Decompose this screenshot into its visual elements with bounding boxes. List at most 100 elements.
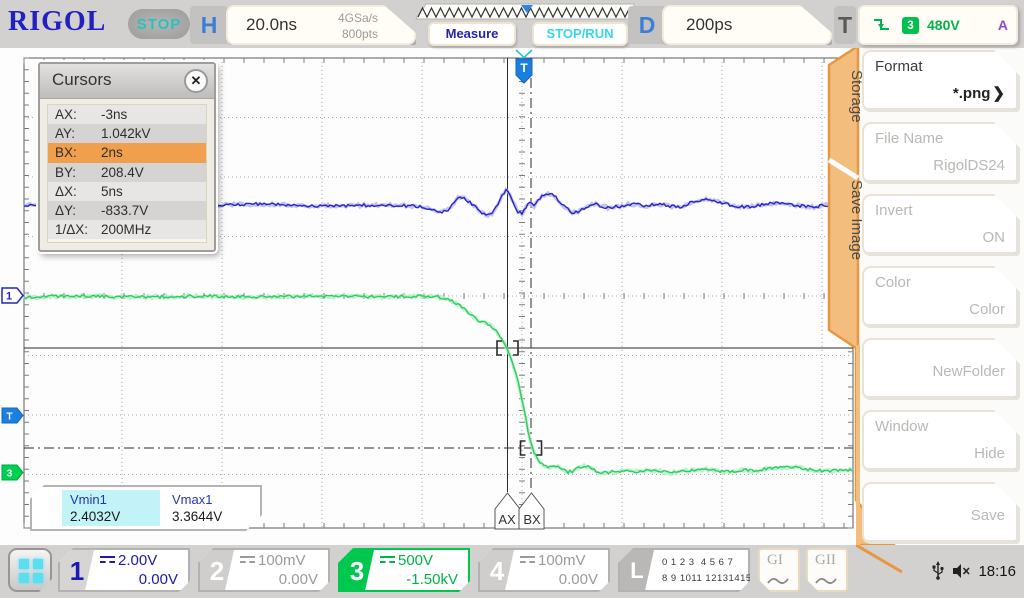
dc-coupling-icon — [380, 556, 395, 563]
horizontal-system-label: H — [190, 6, 228, 44]
channel3-position-marker[interactable] — [1, 464, 24, 481]
channel3-number: 3 — [340, 550, 374, 590]
close-icon[interactable]: ✕ — [184, 69, 208, 93]
menu-item-format[interactable]: Format *.png ❯ — [862, 50, 1020, 112]
acquisition-info: 4GSa/s 800pts — [337, 11, 378, 41]
cursor-b-flag[interactable] — [518, 492, 545, 530]
stop-run-button[interactable]: STOP/RUN — [532, 22, 628, 46]
channel-status-bar: 1 2.00V 0.00V 2 100mV 0.00V 3 500V -1.50… — [0, 545, 1024, 598]
delay-value: 200ps — [686, 15, 733, 34]
trigger-level-marker[interactable] — [1, 407, 24, 424]
dc-coupling-icon — [520, 556, 535, 563]
cursor-row-inv-dx: 1/ΔX: 200MHz — [48, 220, 206, 240]
trigger-falling-edge-icon — [874, 19, 889, 30]
cursors-panel-titlebar[interactable]: Cursors ✕ — [40, 64, 214, 99]
cursor-row-ax: AX: -3ns — [48, 105, 206, 125]
sine-wave-icon — [767, 576, 789, 586]
menu-tab-strip — [827, 48, 896, 545]
timebase-box[interactable]: 20.0ns 4GSa/s 800pts — [226, 5, 416, 45]
channel2-number: 2 — [200, 550, 234, 590]
dc-coupling-icon — [240, 556, 255, 563]
channel4-number: 4 — [480, 550, 514, 590]
menu-square-icon — [19, 559, 29, 569]
trigger-level-value: 480V — [927, 17, 960, 33]
timebase-value: 20.0ns — [246, 15, 298, 34]
channel1-offset: 0.00V — [138, 571, 178, 588]
generator1-button[interactable]: GI — [758, 548, 800, 592]
trigger-level-marker-label: T — [6, 412, 12, 423]
waveform-trace — [23, 293, 853, 475]
channel1-marker-label: 1 — [6, 291, 12, 303]
menu-sidebar: Storage Save Image Format *.png ❯ File Na… — [822, 48, 1024, 545]
delay-system-label: D — [628, 6, 666, 44]
menu-square-icon — [33, 559, 43, 569]
measurement-readout[interactable]: Vmin1 2.4032V Vmax1 3.3644V — [30, 485, 262, 531]
cursor-a-flag[interactable] — [494, 492, 521, 530]
trigger-position-arrow-icon[interactable] — [515, 49, 533, 59]
trigger-marker-label: T — [520, 61, 528, 75]
trigger-box[interactable]: 3 480V A — [858, 5, 1018, 45]
measurement-vmax[interactable]: Vmax1 3.3644V — [172, 492, 223, 524]
cursor-a-flag-label: AX — [498, 512, 516, 527]
strip-lower — [856, 345, 860, 545]
menu-item-file-name[interactable]: File Name RigolDS24 — [862, 122, 1020, 184]
clock: 18:16 — [978, 562, 1016, 580]
cursor-row-ay: AY: 1.042kV — [48, 124, 206, 144]
channel3-offset: -1.50kV — [406, 571, 458, 588]
cursor-intersection-brackets — [496, 340, 543, 456]
menu-item-window[interactable]: Window Hide — [862, 410, 1020, 472]
channel4-button[interactable]: 4 100mV 0.00V — [478, 548, 610, 592]
generator2-button[interactable]: GII — [806, 548, 848, 592]
channel2-button[interactable]: 2 100mV 0.00V — [198, 548, 330, 592]
run-state-badge: STOP — [128, 9, 190, 39]
channel1-position-marker[interactable] — [1, 287, 24, 304]
measurement-vmin[interactable]: Vmin1 2.4032V — [62, 490, 160, 526]
status-area: 18:16 — [931, 561, 1016, 581]
cursor-row-bx-selected[interactable]: BX: 2ns — [48, 143, 206, 163]
channel1-button[interactable]: 1 2.00V 0.00V — [58, 548, 190, 592]
trigger-position-marker[interactable] — [515, 58, 533, 84]
channel3-button[interactable]: 3 500V -1.50kV — [338, 548, 470, 592]
speaker-muted-icon — [953, 564, 971, 578]
window-position-marker[interactable] — [521, 5, 533, 13]
top-bar: RIGOL STOP H 20.0ns 4GSa/s 800pts Measure… — [0, 0, 1024, 48]
cursor-row-dy: ΔY: -833.7V — [48, 200, 206, 221]
channel2-scale: 100mV — [258, 552, 306, 569]
measure-button[interactable]: Measure — [428, 22, 516, 46]
strip-tail — [856, 545, 903, 574]
logic-analyzer-label: L — [620, 550, 654, 590]
cursors-panel-title: Cursors — [52, 70, 112, 89]
menu-item-save[interactable]: Save — [862, 482, 1020, 544]
menu-item-invert[interactable]: Invert ON — [862, 194, 1020, 256]
trigger-system-label: T — [834, 6, 856, 44]
waveform-position-indicator[interactable] — [414, 3, 636, 21]
rigol-logo: RIGOL — [8, 6, 107, 37]
cursor-row-dx: ΔX: 5ns — [48, 181, 206, 201]
memory-waveform-glyph — [417, 6, 635, 19]
menu-square-icon — [19, 573, 29, 583]
menu-square-icon — [33, 573, 43, 583]
channel2-offset: 0.00V — [278, 571, 318, 588]
menu-item-new-folder[interactable]: NewFolder — [862, 338, 1020, 400]
usb-icon — [932, 561, 945, 580]
trigger-sweep-mode: A — [997, 17, 1008, 33]
channel3-marker-label: 3 — [7, 469, 13, 480]
menu-grid-button[interactable] — [8, 548, 52, 592]
cursors-readout: AX: -3ns AY: 1.042kV BX: 2ns BY: 208.4V ΔX: 5… — [47, 104, 207, 243]
channel1-scale: 2.00V — [118, 552, 158, 569]
channel4-offset: 0.00V — [558, 571, 598, 588]
run-state-text: STOP — [136, 15, 182, 33]
cursors-panel[interactable]: Cursors ✕ AX: -3ns AY: 1.042kV BX: 2ns BY: 2… — [38, 62, 216, 252]
tab-save-image[interactable]: Save Image — [848, 180, 865, 261]
waveform-display: T AX BX 1 T 3 Cursors ✕ AX: -3ns AY: 1.04 — [0, 48, 860, 545]
trigger-source-badge: 3 — [902, 16, 919, 34]
tab-storage[interactable]: Storage — [848, 70, 865, 123]
cursor-row-by: BY: 208.4V — [48, 162, 206, 182]
menu-item-color[interactable]: Color Color — [862, 266, 1020, 328]
delay-box[interactable]: 200ps — [662, 5, 832, 45]
cursor-b-flag-label: BX — [523, 512, 541, 527]
sine-wave-icon — [815, 576, 837, 586]
channel3-scale: 500V — [398, 552, 434, 569]
